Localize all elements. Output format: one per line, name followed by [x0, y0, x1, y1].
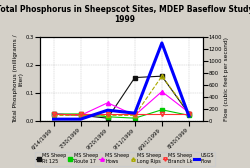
Legend: MS Sheep
Rt 125, MS Sheep
Route 17, MS Sheep
Hows, MS Sheep
Long Rips, MS Sheep
: MS Sheep Rt 125, MS Sheep Route 17, MS S… [35, 152, 215, 166]
X-axis label: Site: Site [116, 153, 127, 158]
Y-axis label: Flow (cubic feet per second): Flow (cubic feet per second) [224, 37, 229, 121]
Y-axis label: Total Phosphorus (milligrams /
liter): Total Phosphorus (milligrams / liter) [13, 35, 24, 123]
Text: Total Phosphorus in Sheepscot Sites, MDEP Baseflow Study
1999: Total Phosphorus in Sheepscot Sites, MDE… [0, 5, 250, 24]
